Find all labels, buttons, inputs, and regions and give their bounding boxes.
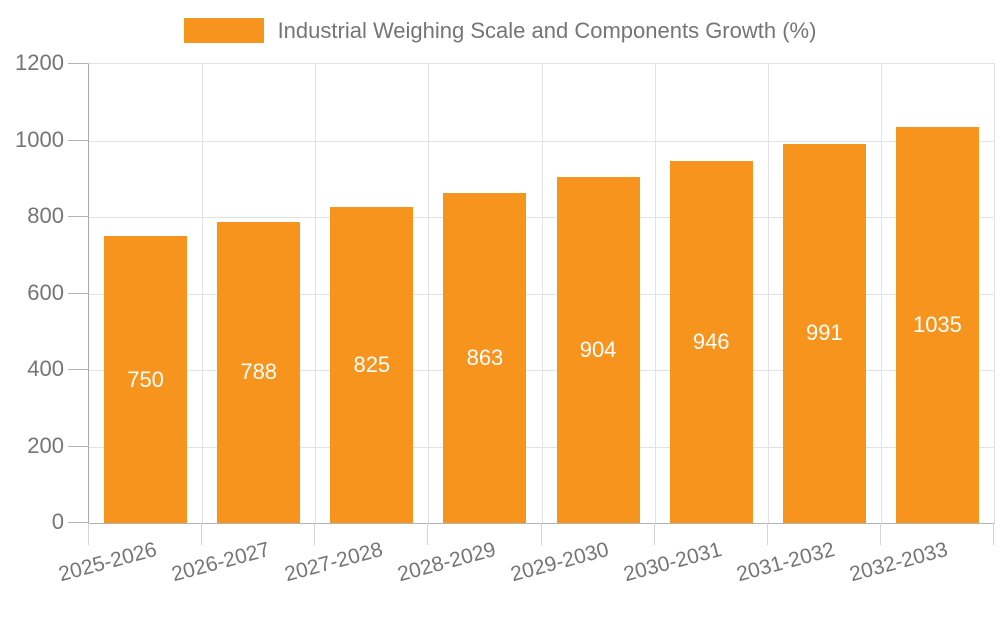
x-axis-tick-label: 2032-2033 <box>847 537 951 587</box>
x-gridline <box>654 64 656 523</box>
bar-value-label: 863 <box>466 344 504 370</box>
x-axis-tick-label: 2031-2032 <box>734 537 838 587</box>
legend-swatch-icon <box>183 18 264 43</box>
bar-value-label: 904 <box>579 337 617 363</box>
y-axis-tick-label: 1200 <box>15 50 64 75</box>
x-gridline <box>315 64 317 523</box>
bar[interactable]: 863 <box>443 192 527 523</box>
bar[interactable]: 904 <box>556 177 640 523</box>
y-axis-tick-label: 800 <box>27 203 64 228</box>
x-gridline <box>767 64 769 523</box>
y-axis-tick <box>68 216 88 217</box>
x-axis-tick-label: 2025-2026 <box>55 537 159 587</box>
bar-value-label: 788 <box>240 359 278 385</box>
y-axis-tick <box>68 445 88 447</box>
bar-value-label: 991 <box>805 320 843 346</box>
bar-value-label: 750 <box>127 366 164 392</box>
bar[interactable]: 788 <box>217 221 301 523</box>
y-axis-tick-label: 400 <box>27 356 64 381</box>
x-gridline <box>428 64 430 523</box>
x-gridline <box>541 64 543 523</box>
bar-chart: Industrial Weighing Scale and Components… <box>0 18 1000 587</box>
x-axis-tick <box>314 523 316 545</box>
x-axis-tick <box>766 523 768 545</box>
bar-value-label: 946 <box>692 329 730 355</box>
y-axis-tick <box>68 292 88 294</box>
y-axis-tick-label: 600 <box>27 279 64 305</box>
x-axis-tick-label: 2029-2030 <box>508 537 612 587</box>
bar[interactable]: 991 <box>782 143 866 523</box>
x-axis-tick-label: 2030-2031 <box>621 537 725 587</box>
bar[interactable]: 1035 <box>895 127 979 523</box>
x-axis-tick-label: 2026-2027 <box>168 537 272 587</box>
legend-label: Industrial Weighing Scale and Components… <box>277 18 817 43</box>
x-axis-tick <box>879 523 881 545</box>
y-axis-tick-label: 0 <box>51 509 64 534</box>
y-axis-tick <box>68 139 88 141</box>
bar-value-label: 825 <box>353 352 391 378</box>
x-axis-tick <box>653 523 655 545</box>
bar-value-label: 1035 <box>912 312 962 338</box>
x-gridline <box>880 64 882 523</box>
x-axis-tick <box>427 523 429 545</box>
plot-area: 750 788 825 863 904 946 991 1035 <box>88 63 995 524</box>
x-axis-tick <box>88 523 89 545</box>
x-axis-tick <box>993 523 994 545</box>
x-axis-tick <box>201 523 203 545</box>
x-axis-tick-label: 2028-2029 <box>395 537 499 587</box>
y-axis-tick <box>68 522 88 523</box>
x-axis-tick <box>540 523 542 545</box>
y-axis-tick <box>68 63 88 64</box>
bar[interactable]: 946 <box>669 161 753 523</box>
x-axis-tick-label: 2027-2028 <box>282 537 386 587</box>
y-axis-tick-label: 200 <box>27 432 64 458</box>
bar[interactable]: 750 <box>104 236 188 523</box>
x-gridline <box>202 64 204 523</box>
y-axis-tick-label: 1000 <box>15 126 64 152</box>
legend-item[interactable]: Industrial Weighing Scale and Components… <box>0 18 1000 43</box>
y-axis-tick <box>68 369 88 370</box>
bar[interactable]: 825 <box>330 207 414 523</box>
